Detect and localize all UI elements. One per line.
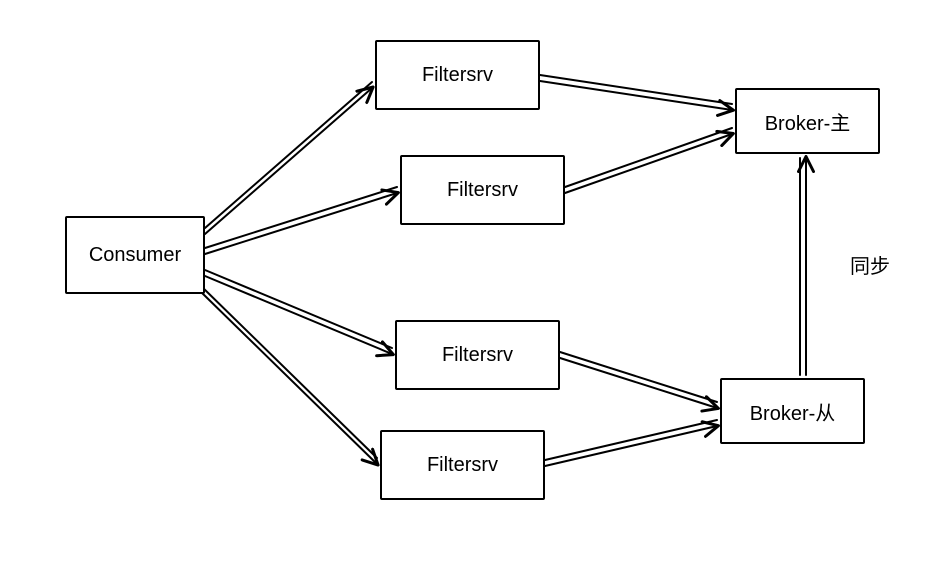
edge-label-sync: 同步 — [850, 250, 890, 279]
node-label: Filtersrv — [447, 179, 518, 202]
node-label: Filtersrv — [427, 454, 498, 477]
edge-broker-s-broker-m — [800, 158, 806, 375]
edge-consumer-filter1 — [205, 82, 372, 234]
edge-consumer-filter2 — [205, 187, 397, 254]
edge-filter4-broker-s — [545, 420, 717, 466]
node-filtersrv-2: Filtersrv — [400, 155, 565, 225]
node-broker-master: Broker-主 — [735, 88, 880, 154]
node-label: Filtersrv — [422, 64, 493, 87]
edge-filter1-broker-m — [540, 75, 732, 110]
edge-filter2-broker-m — [565, 128, 732, 193]
node-filtersrv-1: Filtersrv — [375, 40, 540, 110]
node-label: Consumer — [89, 244, 181, 267]
node-label: Broker-从 — [750, 397, 836, 426]
node-filtersrv-3: Filtersrv — [395, 320, 560, 390]
node-consumer: Consumer — [65, 216, 205, 294]
diagram-canvas: Consumer Filtersrv Filtersrv Filtersrv F… — [0, 0, 949, 570]
node-label: Broker-主 — [765, 107, 851, 136]
edge-consumer-filter3 — [205, 270, 392, 354]
edge-filter3-broker-s — [560, 352, 717, 408]
node-filtersrv-4: Filtersrv — [380, 430, 545, 500]
edge-consumer-filter4 — [200, 285, 377, 464]
node-label: Filtersrv — [442, 344, 513, 367]
node-broker-slave: Broker-从 — [720, 378, 865, 444]
